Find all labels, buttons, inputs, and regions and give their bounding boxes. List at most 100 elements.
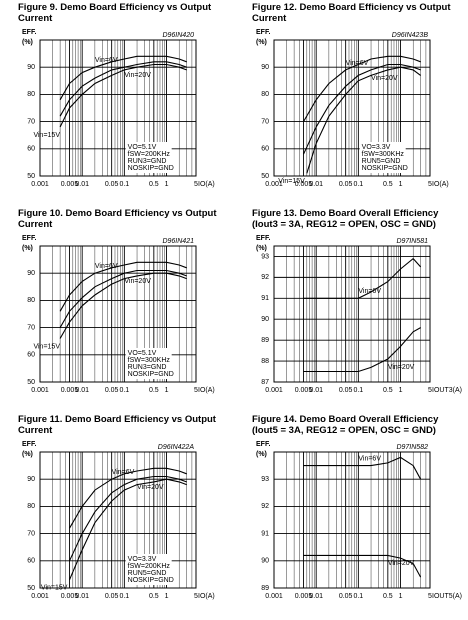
x-axis-label: IO(A) <box>198 593 215 600</box>
y-tick-label: 92 <box>261 274 269 281</box>
x-tick-label: 0.01 <box>75 181 89 188</box>
series-label: Vin=15V <box>41 585 68 592</box>
x-tick-label: 0.01 <box>309 181 323 188</box>
x-axis-label: IO(A) <box>432 181 449 188</box>
series-line <box>69 475 187 562</box>
series-label: Vin=6V <box>95 57 118 64</box>
x-tick-label: 0.1 <box>119 593 129 600</box>
x-tick-label: 0.001 <box>265 387 283 394</box>
y-axis-unit: (%) <box>256 39 267 46</box>
x-tick-label: 5 <box>428 387 432 394</box>
figure-code: D96IN420 <box>162 32 194 39</box>
series-label: Vin=20V <box>388 560 415 567</box>
y-tick-label: 90 <box>27 64 35 71</box>
note: fSW=300KHz <box>128 357 171 364</box>
series-label: Vin=6V <box>358 455 381 462</box>
figure-code: D96IN422A <box>158 444 195 451</box>
x-axis-label: IOUT3(A) <box>432 387 462 394</box>
y-axis-label: EFF. <box>22 441 36 448</box>
series-line <box>59 272 187 339</box>
y-tick-label: 91 <box>261 295 269 302</box>
x-tick-label: 5 <box>194 387 198 394</box>
x-tick-label: 0.05 <box>105 593 119 600</box>
x-tick-label: 0.001 <box>31 593 49 600</box>
x-tick-label: 0.1 <box>353 181 363 188</box>
y-tick-label: 70 <box>27 530 35 537</box>
x-tick-label: 0.05 <box>339 593 353 600</box>
chart-title: Figure 9. Demo Board Efficiency vs Outpu… <box>18 2 212 24</box>
series-line <box>59 55 187 101</box>
series-line <box>69 467 187 529</box>
x-axis-label: IOUT5(A) <box>432 593 462 600</box>
x-tick-label: 1 <box>399 593 403 600</box>
y-tick-label: 80 <box>27 503 35 510</box>
y-tick-label: 80 <box>261 91 269 98</box>
x-tick-label: 0.001 <box>31 181 49 188</box>
series-label: Vin=6V <box>346 60 369 67</box>
x-tick-label: 0.5 <box>383 387 393 394</box>
series-line <box>59 61 187 117</box>
notes-box <box>125 554 172 585</box>
y-tick-label: 50 <box>27 379 35 386</box>
series-line <box>306 66 421 174</box>
y-tick-label: 89 <box>261 337 269 344</box>
x-tick-label: 5 <box>194 181 198 188</box>
note: fSW=200KHz <box>128 563 171 570</box>
x-tick-label: 0.005 <box>61 593 79 600</box>
chart-title: Figure 13. Demo Board Overall Efficiency… <box>252 208 439 230</box>
series-label: Vin=15V <box>278 178 305 185</box>
series-line <box>68 478 187 581</box>
x-tick-label: 0.01 <box>309 593 323 600</box>
y-tick-label: 90 <box>27 476 35 483</box>
y-tick-label: 60 <box>27 558 35 565</box>
y-tick-label: 88 <box>261 358 269 365</box>
y-tick-label: 60 <box>27 146 35 153</box>
x-tick-label: 0.05 <box>105 387 119 394</box>
y-tick-label: 92 <box>261 503 269 510</box>
chart-cell: Figure 11. Demo Board Efficiency vs Outp… <box>0 412 234 618</box>
x-tick-label: 0.5 <box>383 593 393 600</box>
series-line <box>303 327 421 373</box>
x-tick-label: 0.5 <box>149 387 159 394</box>
series-label: Vin=6V <box>95 263 118 270</box>
series-line <box>303 257 422 299</box>
series-line <box>59 63 187 128</box>
x-tick-label: 1 <box>399 181 403 188</box>
series-label: Vin=20V <box>388 364 415 371</box>
note: fSW=300KHz <box>362 151 405 158</box>
note: RUN5=GND <box>128 570 167 577</box>
x-tick-label: 0.01 <box>309 387 323 394</box>
figure-code: D96IN421 <box>162 238 194 245</box>
y-tick-label: 80 <box>27 297 35 304</box>
y-tick-label: 50 <box>27 173 35 180</box>
note: VO=5.1V <box>128 350 157 357</box>
series-label: Vin=6V <box>112 469 135 476</box>
note: NOSKIP=GND <box>362 165 408 172</box>
series-label: Vin=15V <box>33 343 60 350</box>
y-tick-label: 93 <box>261 476 269 483</box>
y-axis-unit: (%) <box>22 245 33 252</box>
x-tick-label: 1 <box>165 593 169 600</box>
x-tick-label: 0.1 <box>353 387 363 394</box>
series-line <box>303 554 422 578</box>
x-tick-label: 0.5 <box>149 181 159 188</box>
x-tick-label: 1 <box>165 387 169 394</box>
y-tick-label: 90 <box>27 270 35 277</box>
x-tick-label: 0.005 <box>295 593 313 600</box>
y-tick-label: 50 <box>261 173 269 180</box>
series-line <box>59 261 187 312</box>
note: RUN3=GND <box>128 158 167 165</box>
figure-code: D97IN581 <box>396 238 428 245</box>
series-label: Vin=20V <box>124 72 151 79</box>
x-tick-label: 0.001 <box>265 181 283 188</box>
y-tick-label: 87 <box>261 379 269 386</box>
x-tick-label: 0.05 <box>105 181 119 188</box>
x-tick-label: 0.1 <box>353 593 363 600</box>
chart-title: Figure 14. Demo Board Overall Efficiency… <box>252 414 439 436</box>
y-tick-label: 90 <box>261 558 269 565</box>
y-tick-label: 50 <box>27 585 35 592</box>
